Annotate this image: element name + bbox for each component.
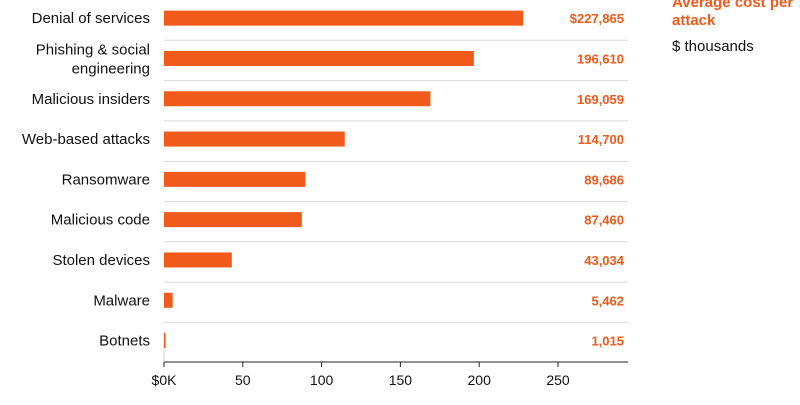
bar [164, 10, 524, 26]
value-label: 87,460 [584, 213, 624, 228]
category-label: Denial of services [32, 10, 150, 27]
x-tick-label: 250 [546, 372, 570, 388]
value-label: 43,034 [584, 253, 625, 268]
category-label: Malicious code [51, 212, 150, 229]
bar [164, 333, 166, 349]
bar [164, 131, 345, 147]
value-label: 89,686 [584, 172, 624, 187]
category-label: Malicious insiders [32, 91, 150, 108]
category-label: Botnets [99, 333, 150, 350]
legend-title: Average cost per attack [672, 0, 794, 29]
value-label: 1,015 [591, 334, 624, 349]
value-label: 114,700 [578, 132, 624, 147]
bar [164, 91, 431, 107]
bar [164, 252, 232, 268]
value-label: 169,059 [577, 92, 624, 107]
x-tick-label: 50 [235, 372, 251, 388]
bar [164, 212, 302, 228]
x-tick-label: 150 [389, 372, 413, 388]
category-label: Web-based attacks [22, 131, 150, 148]
category-label: Malware [93, 292, 150, 309]
value-label: $227,865 [570, 11, 624, 26]
x-tick-label: 100 [310, 372, 334, 388]
value-label: 196,610 [577, 51, 624, 66]
bar [164, 50, 474, 66]
category-label: Ransomware [62, 171, 150, 188]
category-label: Stolen devices [52, 252, 150, 269]
bar [164, 292, 173, 308]
x-tick-label: 200 [468, 372, 492, 388]
legend-subtitle: $ thousands [672, 38, 754, 55]
category-label: Phishing & social engineering [36, 41, 150, 77]
bar [164, 171, 306, 187]
x-tick-label: $0K [152, 372, 178, 388]
value-label: 5,462 [591, 293, 624, 308]
